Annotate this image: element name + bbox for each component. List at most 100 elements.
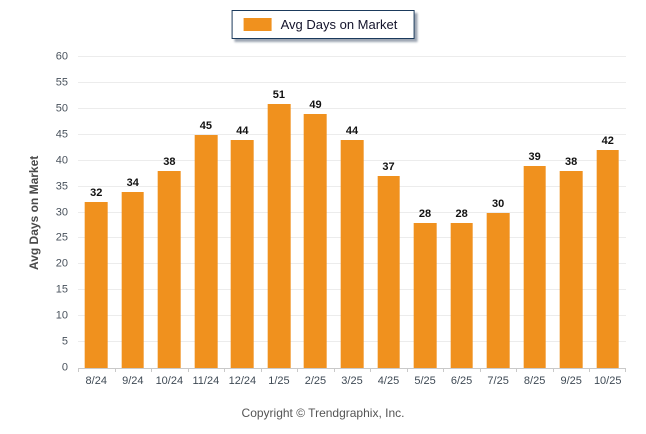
x-axis-tick [370,368,372,372]
x-axis-tick [333,368,335,372]
x-tick-label: 2/25 [304,375,327,387]
bar: 39 [523,151,546,368]
x-axis-tick [114,368,116,372]
x-axis-tick [552,368,554,372]
gridline [78,107,626,109]
x-tick-label: 9/24 [122,375,144,387]
x-tick-label: 5/25 [414,375,436,387]
bar-column: 28 6/25 [443,57,480,387]
x-axis-tick [297,368,299,372]
bar-value-label: 44 [236,124,249,137]
legend: Avg Days on Market [231,10,415,39]
bar-value-label: 42 [601,135,614,148]
x-tick-label: 8/25 [523,375,546,387]
bar: 49 [304,100,327,368]
x-axis-tick [260,368,262,372]
gridline [78,81,626,83]
x-tick-label: 7/25 [487,375,509,387]
bar-column: 38 10/24 [151,57,188,387]
y-tick-label: 10 [55,309,68,322]
x-tick-label: 9/25 [560,375,582,387]
x-axis-tick [589,368,591,372]
x-tick-label: 4/25 [377,375,400,387]
x-tick-label: 3/25 [341,375,363,387]
legend-label: Avg Days on Market [280,17,398,32]
bar-column: 49 2/25 [297,57,334,387]
bar: 44 [231,125,254,368]
bar: 30 [486,198,510,368]
bar: 44 [340,125,364,368]
bar-column: 42 10/25 [589,57,626,387]
bar-value-label: 28 [455,207,468,220]
bar-value-label: 44 [345,124,359,137]
bar-column: 44 12/24 [224,57,261,386]
x-axis-tick [443,368,445,372]
bar: 34 [121,177,145,368]
bar-column: 39 8/25 [516,57,553,387]
y-tick-label: 35 [55,180,68,193]
bar: 28 [450,208,473,368]
bar-column: 37 4/25 [370,57,407,387]
x-tick-label: 8/24 [85,375,107,387]
bar-column: 45 11/24 [188,57,225,386]
x-tick-label: 11/24 [192,375,220,387]
bar-column: 38 9/25 [553,57,590,387]
plot-area: 32 8/24 34 9/24 38 10/24 45 11/24 44 12/24 51 1/25 4… [78,56,626,387]
bar-value-label: 45 [199,119,212,132]
bar-value-label: 39 [528,150,541,163]
legend-swatch [243,18,272,31]
bar: 51 [267,89,291,368]
bar-value-label: 30 [491,197,505,210]
bar-value-label: 51 [272,88,286,101]
x-tick-label: 10/25 [593,375,622,387]
copyright: Copyright © Trendgraphix, Inc. [241,406,405,420]
bar: 37 [377,162,400,368]
bar-value-label: 38 [163,156,176,169]
bar-column: 44 3/25 [334,57,371,387]
gridline [78,133,626,135]
bar-value-label: 49 [309,99,322,112]
bar-column: 32 8/24 [78,57,115,387]
y-tick-label: 25 [55,231,68,244]
x-axis-tick [187,368,189,372]
bar: 45 [194,120,218,368]
bar-column: 30 7/25 [480,57,517,387]
y-tick-label: 20 [55,257,68,270]
bar: 42 [596,136,620,368]
x-tick-label: 6/25 [450,375,473,387]
y-tick-label: 5 [61,335,68,348]
x-tick-label: 10/24 [155,375,184,387]
y-tick-label: 45 [55,128,68,141]
y-tick-label: 50 [55,102,68,115]
bar-value-label: 38 [565,156,578,169]
x-axis-tick [516,368,518,372]
x-axis-tick [151,368,153,372]
y-tick-label: 60 [55,50,68,63]
y-tick-label: 30 [55,206,68,218]
bar-value-label: 28 [418,207,432,220]
bar-value-label: 37 [382,161,395,174]
x-tick-label: 12/24 [228,375,257,387]
bar: 28 [413,208,437,368]
x-axis-tick [479,368,481,372]
bar-column: 51 1/25 [261,57,298,387]
bar: 38 [158,157,181,368]
x-tick-label: 1/25 [268,375,290,387]
bar: 32 [84,188,108,368]
x-axis-tick [625,368,626,372]
x-axis-tick [224,368,226,372]
y-tick-label: 0 [61,361,68,374]
x-axis-tick [406,368,408,372]
y-axis: 0 5 10 15 20 25 30 35 40 45 50 55 60 [0,51,72,373]
bars-container: 32 8/24 34 9/24 38 10/24 45 11/24 44 12/24 51 1/25 4… [78,57,626,387]
y-tick-label: 40 [55,154,68,167]
x-axis-tick [78,368,79,372]
y-tick-label: 15 [55,283,68,296]
bar-value-label: 32 [90,187,103,200]
bar: 38 [559,157,583,368]
y-tick-label: 55 [55,76,68,89]
gridline [78,56,626,57]
bar-column: 28 5/25 [407,57,444,387]
bar-value-label: 34 [126,176,139,189]
